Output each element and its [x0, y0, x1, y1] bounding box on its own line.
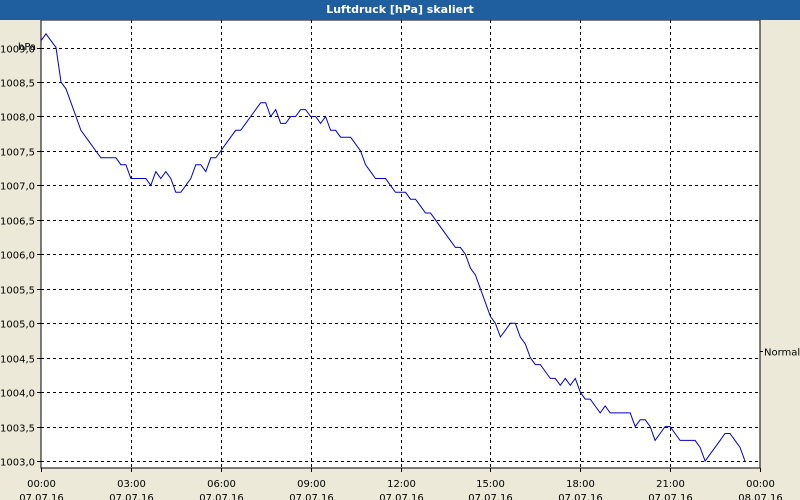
x-tick-time: 00:00 — [746, 479, 775, 490]
y-tick-label: 1003,5 — [0, 424, 35, 435]
y-tick-label: 1004,5 — [0, 355, 35, 366]
x-tick-time: 18:00 — [566, 479, 595, 490]
x-tick-time: 00:00 — [27, 479, 56, 490]
x-tick-date: 07.07.16 — [648, 493, 693, 500]
chart: 1003,0 1003,5 1004,0 1004,5 1005,0 1005,5 1006… — [0, 20, 800, 500]
y-axis: 1003,0 1003,5 1004,0 1004,5 1005,0 1005,5 1006… — [0, 45, 763, 469]
series-group — [40, 32, 746, 463]
y-tick-label: 1008,0 — [0, 113, 35, 124]
x-tick-time: 21:00 — [656, 479, 685, 490]
y-tick-label: 1004,0 — [0, 389, 35, 400]
y-tick-label: 1005,5 — [0, 286, 35, 297]
x-tick-time: 12:00 — [387, 479, 416, 490]
y-tick-label: 1009,0 — [0, 45, 35, 56]
x-tick-date: 07.07.16 — [199, 493, 244, 500]
x-axis: 00:00 07.07.16 03:00 07.07.16 06:00 07.07.16 0… — [19, 468, 783, 500]
y-tick-label: 1008,5 — [0, 79, 35, 90]
x-tick-time: 15:00 — [476, 479, 505, 490]
x-tick-date: 07.07.16 — [468, 493, 513, 500]
x-tick-date: 07.07.16 — [558, 493, 603, 500]
reference-label: Normal — [764, 348, 800, 359]
series-line — [40, 32, 746, 463]
x-tick-time: 06:00 — [207, 479, 236, 490]
y-axis-label: hPa — [18, 42, 36, 53]
y-tick-label: 1006,5 — [0, 217, 35, 228]
chart-title: Luftdruck [hPa] skaliert — [0, 0, 800, 20]
x-tick-time: 09:00 — [297, 479, 326, 490]
x-tick-date: 07.07.16 — [19, 493, 64, 500]
grid-lines — [41, 20, 760, 468]
x-tick-date: 07.07.16 — [289, 493, 334, 500]
y-tick-label: 1005,0 — [0, 320, 35, 331]
x-tick-time: 03:00 — [117, 479, 146, 490]
plot-area — [40, 20, 761, 469]
y-tick-label: 1003,0 — [0, 458, 35, 469]
x-tick-date: 07.07.16 — [109, 493, 154, 500]
x-tick-date: 07.07.16 — [379, 493, 424, 500]
y-tick-label: 1007,0 — [0, 182, 35, 193]
x-tick-date: 08.07.16 — [738, 493, 783, 500]
y-tick-label: 1007,5 — [0, 148, 35, 159]
y-tick-label: 1006,0 — [0, 251, 35, 262]
